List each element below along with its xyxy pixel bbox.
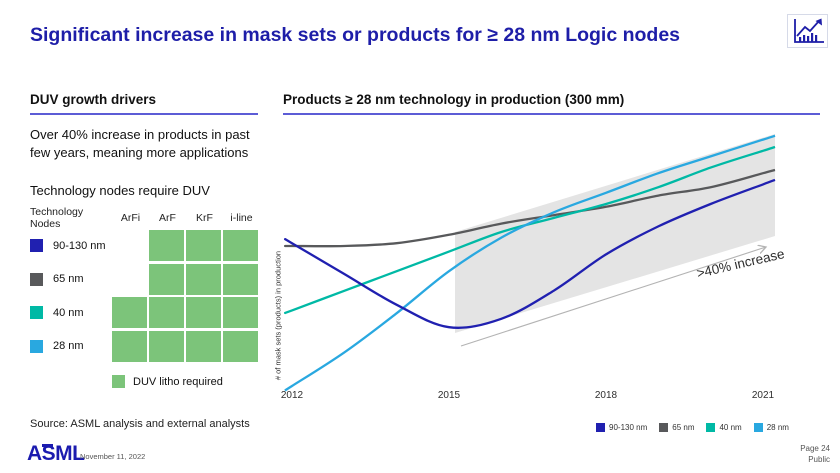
node-label: 65 nm (53, 273, 84, 285)
node-label: 90-130 nm (53, 239, 106, 252)
matrix-column-label: i-line (230, 212, 253, 224)
matrix-cell-required (223, 263, 258, 295)
increase-annotation: >40% increase (695, 246, 786, 281)
asml-logo-bar (42, 444, 53, 447)
growth-chart-icon (787, 14, 828, 53)
matrix-corner-label: Technology Nodes (30, 206, 84, 230)
matrix-cell-required (112, 297, 147, 328)
legend-item: 28 nm (753, 423, 789, 432)
matrix-rows: 90-130 nm 65 nm 40 nm 28 nm (30, 230, 280, 362)
left-panel-text-nodes: Technology nodes require DUV (30, 183, 210, 198)
matrix-column-label: ArFi (120, 212, 141, 224)
y-axis-label: # of mask sets (products) in production (273, 250, 283, 381)
matrix-row: 40 nm (30, 297, 280, 328)
left-panel-heading: DUV growth drivers (30, 92, 258, 115)
matrix-cell-required (186, 330, 221, 362)
asml-logo: ASML (27, 442, 85, 466)
legend-swatch-icon (596, 423, 605, 432)
left-panel-text-growth: Over 40% increase in products in past fe… (30, 127, 250, 160)
matrix-header-row: Technology Nodes ArFi ArF KrF i-line (30, 206, 280, 230)
legend-item: 90-130 nm (596, 423, 647, 432)
legend-label: 65 nm (672, 423, 695, 432)
node-label: 28 nm (53, 340, 84, 352)
matrix-row: 28 nm (30, 330, 280, 362)
chart-legend: 90-130 nm 65 nm 40 nm 28 nm (596, 423, 789, 432)
matrix-row: 65 nm (30, 263, 280, 295)
duv-litho-legend: DUV litho required (112, 375, 223, 388)
matrix-cell-required (149, 230, 184, 261)
matrix-cell-required (223, 330, 258, 362)
matrix-cell-empty (112, 264, 147, 295)
x-tick-label: 2012 (280, 390, 304, 401)
green-swatch-icon (112, 375, 125, 388)
slide-title: Significant increase in mask sets or pro… (30, 24, 681, 46)
legend-item: 65 nm (659, 423, 694, 432)
legend-label: 90-130 nm (609, 423, 648, 432)
legend-label: 28 nm (766, 423, 789, 432)
x-tick-label: 2021 (751, 390, 775, 401)
page-info: Page 24 Public (800, 443, 830, 465)
duv-litho-legend-label: DUV litho required (133, 375, 223, 388)
legend-swatch-icon (659, 423, 669, 432)
matrix-cell-empty (112, 230, 147, 261)
x-tick-label: 2018 (594, 390, 618, 401)
matrix-column-label: ArF (159, 212, 176, 224)
asml-logo-text: ASML (27, 442, 85, 465)
node-color-swatch-icon (30, 339, 43, 353)
legend-swatch-icon (706, 423, 716, 432)
legend-item: 40 nm (706, 423, 742, 432)
growth-band (455, 134, 775, 333)
series-line-40-nm (283, 145, 776, 315)
matrix-cell-required (186, 263, 221, 295)
node-label: 40 nm (53, 306, 84, 319)
x-tick-label: 2015 (437, 390, 461, 401)
classification-label: Public (808, 455, 830, 465)
slide-date: November 11, 2022 (80, 452, 146, 461)
matrix-cell-required (223, 230, 258, 261)
page-number: Page 24 (800, 444, 830, 453)
legend-label: 40 nm (719, 423, 742, 432)
technology-nodes-matrix: Technology Nodes ArFi ArF KrF i-line 90-130… (30, 206, 280, 364)
matrix-cell-required (223, 297, 258, 328)
node-color-swatch-icon (30, 272, 43, 286)
matrix-row: 90-130 nm (30, 230, 280, 261)
matrix-cell-required (186, 297, 221, 328)
matrix-cell-required (112, 330, 147, 362)
source-note: Source: ASML analysis and external analy… (30, 418, 250, 430)
series-line-28-nm (283, 134, 776, 392)
node-color-swatch-icon (30, 239, 43, 252)
node-color-swatch-icon (30, 306, 43, 319)
chart-heading: Products ≥ 28 nm technology in productio… (283, 92, 820, 115)
matrix-cell-required (149, 297, 184, 328)
legend-swatch-icon (753, 423, 763, 432)
series-line-65-nm (283, 168, 776, 248)
matrix-cell-required (149, 263, 184, 295)
matrix-cell-required (186, 230, 221, 261)
matrix-cell-required (149, 330, 184, 362)
series-line-90-130-nm (283, 178, 776, 329)
matrix-column-label: KrF (196, 212, 213, 224)
